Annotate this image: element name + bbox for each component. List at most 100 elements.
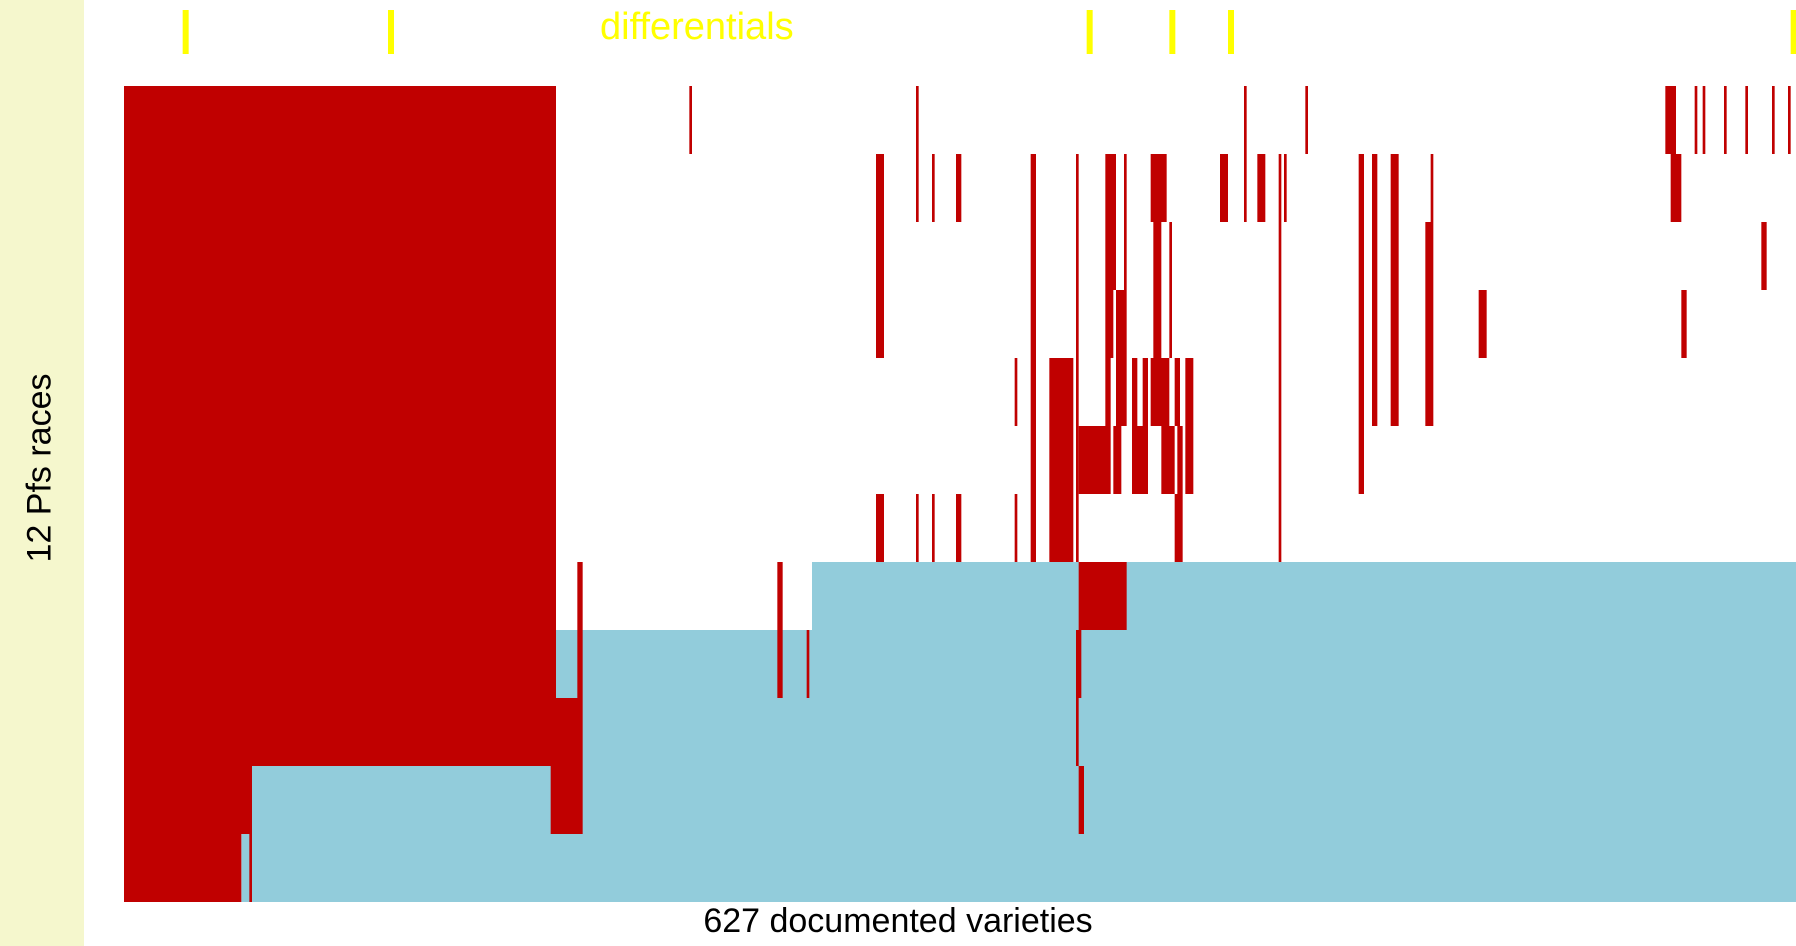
resistant-cell-race-5-0 (124, 358, 556, 426)
resistant-cell-race-3-6 (1153, 222, 1162, 290)
resistant-cell-race-4-2 (1030, 290, 1036, 358)
resistant-cell-race-6-3 (1076, 426, 1079, 494)
resistant-cell-race-5-8 (1142, 358, 1148, 426)
resistant-cell-race-6-10 (1278, 426, 1282, 494)
resistant-cell-race-4-4 (1105, 290, 1114, 358)
resistant-cell-race-5-13 (1358, 358, 1364, 426)
resistant-cell-race-2-5 (1030, 154, 1036, 222)
resistant-cell-race-2-1 (876, 154, 884, 222)
resistant-cell-race-3-4 (1105, 222, 1116, 290)
resistant-cell-race-7-7 (1049, 494, 1074, 562)
resistant-cell-race-5-6 (1116, 358, 1127, 426)
resistant-cell-race-4-6 (1153, 290, 1162, 358)
resistant-cell-race-5-2 (1030, 358, 1036, 426)
resistant-cell-race-4-13 (1478, 290, 1487, 358)
resistant-cell-race-4-12 (1425, 290, 1434, 358)
resistant-cell-race-10-2 (1076, 698, 1079, 766)
resistant-cell-race-5-9 (1150, 358, 1170, 426)
resistant-cell-race-12-0 (124, 834, 242, 902)
resistant-cell-race-7-8 (1076, 494, 1079, 562)
resistant-cell-race-1-0 (124, 86, 556, 154)
differential-marker-4 (1228, 10, 1234, 54)
resistant-cell-race-4-1 (876, 290, 884, 358)
resistant-cell-race-7-2 (916, 494, 919, 562)
resistant-cell-race-2-10 (1220, 154, 1228, 222)
resistant-cell-race-9-1 (577, 630, 583, 698)
resistant-cell-race-1-2 (916, 86, 919, 154)
differential-marker-0 (182, 10, 189, 54)
resistant-cell-race-4-10 (1372, 290, 1378, 358)
resistant-cell-race-2-19 (1670, 154, 1682, 222)
resistant-cell-race-3-10 (1372, 222, 1378, 290)
resistant-cell-race-8-3 (1078, 562, 1127, 630)
resistant-cell-race-9-2 (777, 630, 783, 698)
resistant-cell-race-8-0 (124, 562, 556, 630)
resistant-cell-race-3-1 (876, 222, 884, 290)
resistant-cell-race-2-12 (1257, 154, 1266, 222)
resistant-cell-race-2-16 (1372, 154, 1378, 222)
resistant-cell-race-7-9 (1174, 494, 1183, 562)
resistant-cell-race-2-4 (956, 154, 962, 222)
resistant-cell-race-5-7 (1132, 358, 1138, 426)
resistant-cell-race-6-7 (1161, 426, 1175, 494)
resistant-cell-race-2-8 (1124, 154, 1127, 222)
resistant-cell-race-3-0 (124, 222, 556, 290)
resistant-cell-race-7-4 (956, 494, 962, 562)
resistant-cell-race-1-3 (1244, 86, 1247, 154)
resistant-cell-race-2-3 (932, 154, 935, 222)
susceptible-cell-race-8 (812, 562, 1796, 630)
resistant-cell-race-1-7 (1702, 86, 1706, 154)
resistant-cell-race-7-5 (1014, 494, 1018, 562)
resistant-cell-race-1-11 (1788, 86, 1791, 154)
resistant-cell-race-4-14 (1681, 290, 1687, 358)
resistant-cell-race-1-5 (1665, 86, 1676, 154)
resistant-cell-race-4-11 (1390, 290, 1399, 358)
resistant-cell-race-2-18 (1430, 154, 1434, 222)
susceptible-cell-race-10 (550, 698, 1796, 766)
susceptible-cell-race-12 (241, 834, 1796, 902)
resistant-cell-race-2-6 (1076, 154, 1079, 222)
resistant-cell-race-7-0 (124, 494, 556, 562)
resistant-cell-race-5-4 (1076, 358, 1079, 426)
susceptible-cell-race-11 (252, 766, 1796, 834)
resistant-cell-race-11-2 (1078, 766, 1084, 834)
resistant-cell-race-5-10 (1174, 358, 1180, 426)
resistant-cell-race-5-3 (1049, 358, 1074, 426)
resistant-cell-race-8-1 (577, 562, 583, 630)
resistant-cell-race-3-11 (1390, 222, 1399, 290)
resistant-cell-race-2-15 (1358, 154, 1364, 222)
resistant-cell-race-6-0 (124, 426, 556, 494)
resistant-cell-race-3-13 (1761, 222, 1767, 290)
resistant-cell-race-10-0 (124, 698, 556, 766)
resistant-cell-race-2-0 (124, 154, 556, 222)
resistant-cell-race-4-3 (1076, 290, 1079, 358)
resistant-cell-race-5-11 (1185, 358, 1194, 426)
resistant-cell-race-5-12 (1278, 358, 1282, 426)
resistant-cell-race-2-17 (1390, 154, 1399, 222)
resistant-cell-race-12-1 (249, 834, 252, 902)
resistant-cell-race-3-9 (1358, 222, 1364, 290)
resistant-cell-race-3-3 (1076, 222, 1079, 290)
resistant-cell-race-6-11 (1358, 426, 1364, 494)
differential-marker-1 (388, 10, 394, 54)
differentials-annotation: differentials (600, 6, 794, 48)
differential-marker-5 (1790, 10, 1796, 54)
resistant-cell-race-7-6 (1030, 494, 1036, 562)
resistant-cell-race-8-2 (777, 562, 783, 630)
resistant-cell-race-4-5 (1116, 290, 1127, 358)
resistant-cell-race-2-11 (1244, 154, 1247, 222)
resistant-cell-race-1-6 (1694, 86, 1698, 154)
resistant-cell-race-5-5 (1105, 358, 1111, 426)
resistant-cell-race-7-3 (932, 494, 935, 562)
resistant-cell-race-6-2 (1049, 426, 1074, 494)
resistant-cell-race-1-10 (1772, 86, 1775, 154)
resistant-cell-race-10-1 (550, 698, 583, 766)
susceptible-cell-race-9 (556, 630, 1796, 698)
resistant-cell-race-6-5 (1113, 426, 1122, 494)
resistant-cell-race-2-2 (916, 154, 919, 222)
resistant-cell-race-6-8 (1177, 426, 1183, 494)
resistant-cell-race-2-13 (1278, 154, 1282, 222)
resistant-cell-race-3-2 (1030, 222, 1036, 290)
